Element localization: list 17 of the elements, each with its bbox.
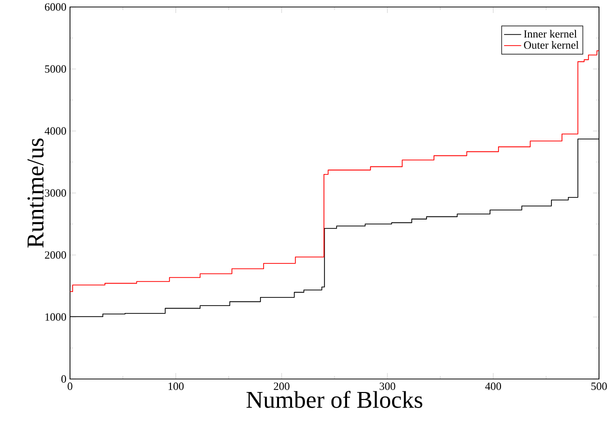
y-tick-label: 2000 (44, 251, 66, 259)
x-tick-label: 500 (591, 382, 607, 390)
x-tick-label: 100 (168, 382, 184, 390)
x-tick-label: 300 (380, 382, 396, 390)
y-tick-label: 5000 (45, 65, 66, 73)
y-axis-title: Runtime/us (27, 138, 44, 248)
legend-label: Outer kernel (524, 41, 579, 49)
x-tick-label: 200 (274, 382, 290, 390)
y-tick-label: 4000 (44, 127, 66, 135)
x-tick-label: 400 (485, 382, 502, 390)
y-tick-label: 6000 (44, 3, 66, 11)
x-axis-title: Number of Blocks (246, 390, 422, 408)
x-tick-label: 0 (68, 382, 72, 390)
y-tick-label: 3000 (45, 189, 66, 197)
y-tick-label: 1000 (45, 313, 66, 321)
y-tick-label: 0 (61, 375, 66, 383)
legend-label: Inner kernel (524, 30, 577, 38)
